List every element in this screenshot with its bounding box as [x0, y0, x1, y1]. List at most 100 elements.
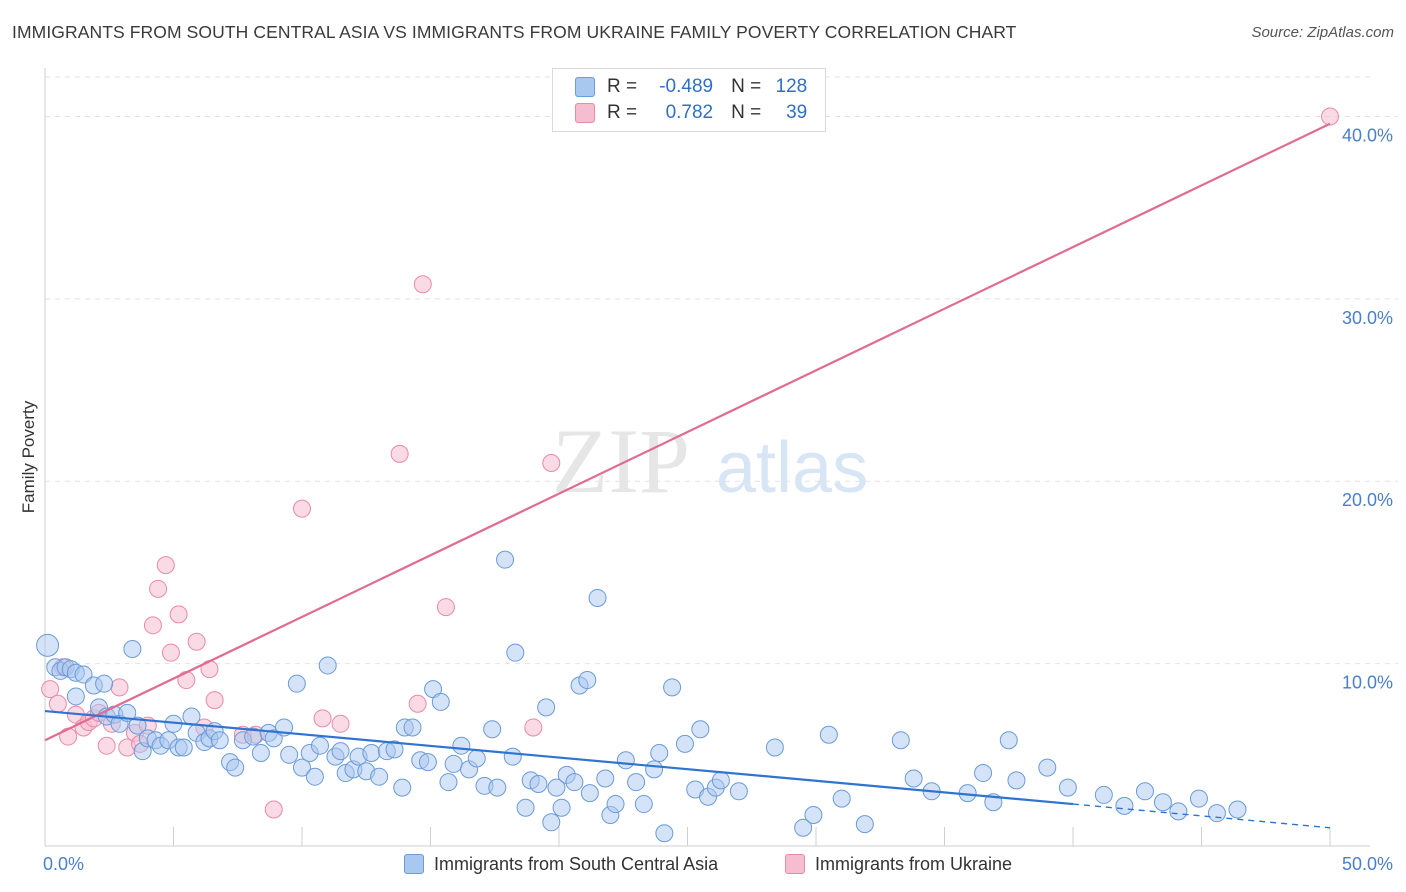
south-central-asia-point: [655, 824, 674, 843]
south-central-asia-point: [74, 665, 93, 684]
south-central-asia-point: [606, 795, 625, 814]
ukraine-point: [293, 499, 311, 518]
bottom-legend-ukraine: Immigrants from Ukraine: [785, 852, 1012, 876]
ukraine-trend-line: [44, 122, 1331, 742]
south-central-asia-point: [804, 805, 823, 824]
south-central-asia-point: [280, 745, 299, 764]
south-central-asia-point: [819, 725, 838, 744]
ukraine-point: [264, 800, 283, 819]
south-central-asia-point: [627, 773, 646, 792]
south-central-asia-point: [488, 778, 507, 797]
bottom-legend-south-central-asia: Immigrants from South Central Asia: [404, 852, 718, 876]
south-central-asia-point: [483, 720, 502, 739]
south-central-asia-point: [503, 747, 522, 766]
south-central-asia-trend-line: [44, 709, 1074, 806]
south-central-asia-point: [264, 729, 283, 748]
south-central-asia-point: [439, 773, 458, 792]
south-central-asia-point: [444, 754, 463, 773]
ukraine-point: [542, 454, 561, 472]
ukraine-point: [331, 714, 350, 733]
source-label: Source: ZipAtlas.com: [1251, 24, 1394, 41]
legend-r-value: 0.782: [665, 102, 714, 123]
south-central-asia-point: [794, 818, 813, 837]
south-central-asia-point: [287, 674, 306, 693]
south-central-asia-point: [1007, 771, 1026, 790]
south-central-asia-point: [452, 736, 471, 755]
south-central-asia-point: [663, 678, 682, 697]
south-central-asia-point: [1094, 785, 1113, 804]
legend-row-ukraine: R = 0.782 N = 39: [575, 101, 807, 125]
south-central-asia-point: [516, 798, 535, 817]
legend-r-label: R =: [607, 102, 638, 123]
south-central-asia-point: [95, 674, 114, 693]
y-tick-label: 20.0%: [1342, 490, 1393, 510]
south-central-asia-point: [1189, 789, 1208, 808]
south-central-asia-point: [832, 789, 851, 808]
south-central-asia-point: [370, 767, 389, 786]
legend-n-value: 39: [786, 102, 808, 123]
south-central-asia-point: [691, 720, 710, 739]
ukraine-point: [169, 605, 188, 624]
trend-lines: [44, 122, 1331, 829]
south-central-asia-point: [974, 764, 993, 783]
south-central-asia-point: [1038, 758, 1057, 777]
y-tick-label: 40.0%: [1342, 125, 1393, 145]
south-central-asia-point: [506, 643, 525, 662]
south-central-asia-point: [467, 749, 486, 768]
south-central-asia-point: [331, 742, 350, 761]
axes: [44, 68, 1370, 847]
y-tick-labels: 10.0% 20.0% 30.0% 40.0%: [1342, 125, 1393, 692]
south-central-asia-point: [650, 743, 669, 762]
ukraine-point: [143, 616, 162, 635]
ukraine-point: [59, 727, 78, 746]
ukraine-point: [41, 680, 60, 699]
ukraine-point: [149, 579, 168, 598]
south-central-asia-point: [431, 692, 450, 711]
legend-r-label: R =: [607, 76, 638, 97]
south-central-asia-point: [999, 731, 1018, 750]
south-central-asia-point: [385, 740, 404, 759]
bottom-legend-label: Immigrants from South Central Asia: [434, 853, 719, 874]
ukraine-point: [187, 632, 206, 651]
ukraine-point: [156, 556, 175, 575]
y-tick-label: 10.0%: [1342, 673, 1393, 693]
south-central-asia-point: [496, 550, 515, 569]
south-central-asia-point: [1207, 804, 1226, 823]
south-central-asia-point: [552, 798, 571, 817]
legend-row-south-central-asia: R = -0.489 N = 128: [575, 75, 807, 99]
south-central-asia-point: [729, 782, 748, 801]
south-central-asia-point: [580, 784, 599, 803]
south-central-asia-point: [393, 778, 412, 797]
south-central-asia-point: [226, 758, 245, 777]
south-central-asia-points: [36, 550, 1247, 843]
watermark-atlas: atlas: [716, 428, 868, 508]
south-central-asia-point: [675, 734, 694, 753]
south-central-asia-point: [616, 751, 635, 770]
south-central-asia-point: [318, 656, 337, 675]
south-central-asia-point: [123, 640, 142, 659]
south-central-asia-point: [174, 738, 193, 757]
south-central-asia-point: [1169, 802, 1188, 821]
ukraine-point: [161, 643, 180, 662]
south-central-asia-point: [542, 813, 561, 832]
south-central-asia-point: [578, 671, 597, 690]
south-central-asia-point: [891, 731, 910, 750]
south-central-asia-point: [1135, 782, 1154, 801]
south-central-asia-point: [310, 736, 329, 755]
legend-swatch-pink: [575, 103, 595, 123]
south-central-asia-point: [904, 769, 923, 788]
south-central-asia-point: [645, 760, 664, 779]
south-central-asia-point: [855, 815, 874, 834]
south-central-asia-point: [1228, 800, 1247, 819]
ukraine-point: [48, 694, 67, 713]
ukraine-point: [110, 678, 129, 697]
south-central-asia-point: [565, 773, 584, 792]
south-central-asia-point: [251, 743, 270, 762]
ukraine-point: [413, 275, 432, 294]
watermark-zip: ZIP: [552, 410, 690, 512]
south-central-asia-point: [182, 707, 201, 726]
legend: R = -0.489 N = 128 R = 0.782 N = 39: [552, 68, 826, 132]
x-tick-label: 50.0%: [1342, 854, 1393, 874]
legend-n-value: 128: [775, 76, 808, 97]
ukraine-point: [1321, 107, 1339, 126]
